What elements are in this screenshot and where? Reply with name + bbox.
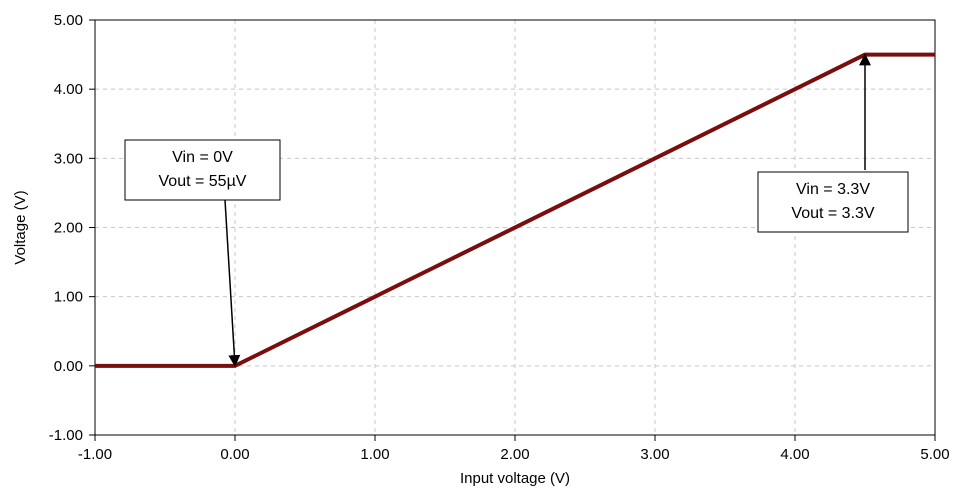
y-axis-title: Voltage (V) bbox=[12, 190, 29, 264]
x-tick-label: 2.00 bbox=[500, 446, 529, 463]
callout-vin-3v3-text-1: Vout = 3.3V bbox=[791, 205, 875, 222]
x-tick-label: 1.00 bbox=[360, 446, 389, 463]
chart-svg: -1.00 0.00 1.00 2.00 3.00 4.00 5.00 -1.00 0.00 1.… bbox=[0, 0, 955, 504]
callout-vin-0-text-1: Vout = 55µV bbox=[159, 173, 247, 190]
y-tick-label: 2.00 bbox=[54, 220, 83, 237]
x-axis-title: Input voltage (V) bbox=[460, 470, 570, 487]
callout-vin-3v3-text-0: Vin = 3.3V bbox=[796, 181, 870, 198]
y-tick-label: 0.00 bbox=[54, 358, 83, 375]
y-tick-label: -1.00 bbox=[49, 427, 83, 444]
voltage-chart: -1.00 0.00 1.00 2.00 3.00 4.00 5.00 -1.00 0.00 1.… bbox=[0, 0, 955, 504]
x-tick-label: 0.00 bbox=[220, 446, 249, 463]
x-tick-label: -1.00 bbox=[78, 446, 112, 463]
x-tick-label: 3.00 bbox=[640, 446, 669, 463]
y-tick-label: 3.00 bbox=[54, 150, 83, 167]
y-tick-label: 1.00 bbox=[54, 289, 83, 306]
y-tick-label: 4.00 bbox=[54, 81, 83, 98]
x-tick-label: 5.00 bbox=[920, 446, 949, 463]
x-tick-label: 4.00 bbox=[780, 446, 809, 463]
callout-vin-0-text-0: Vin = 0V bbox=[172, 149, 233, 166]
y-tick-label: 5.00 bbox=[54, 12, 83, 29]
